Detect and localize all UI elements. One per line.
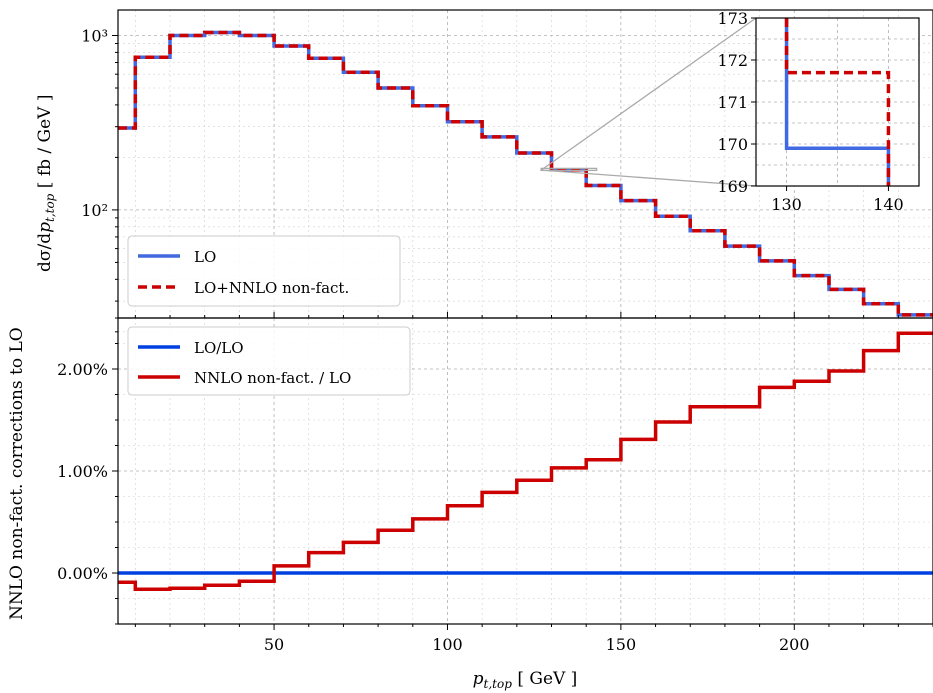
inset-lo-line [784,18,891,186]
x-tick-label: 50 [264,635,284,654]
x-tick-label: 100 [432,635,463,654]
top-legend: LO LO+NNLO non-fact. [127,235,401,307]
top-panel: 10³ 10² 130 140 173 172 171 170 169 LO LO+NNLO … [35,9,933,333]
bottom-series [118,331,933,592]
legend-label-lo-lo: LO/LO [194,339,244,357]
top-y-axis-label: dσ/dpt,top [ fb / GeV ] [35,95,57,272]
inset-y-tick-label: 172 [717,51,748,70]
bottom-y-tick-label: 1.00% [57,462,108,481]
inset-y-tick-label: 169 [717,177,748,196]
inset-lo-nnlo-line [784,18,891,186]
inset-connector-line [540,17,757,171]
x-tick-label: 200 [779,635,810,654]
inset-x-tick-label: 140 [873,195,904,214]
top-ticks: 10³ 10² [81,26,933,333]
inset-y-tick-label: 171 [717,93,748,112]
bottom-y-tick-label: 2.00% [57,360,108,379]
inset-series [784,18,891,186]
top-y-tick-label: 10³ [81,26,108,45]
legend-label-lo-nnlo: LO+NNLO non-fact. [194,279,349,297]
inset-zoom: 130 140 173 172 171 170 169 [717,9,920,214]
bottom-legend-box [127,326,411,396]
bottom-legend: LO/LO NNLO non-fact. / LO [127,326,411,396]
inset-y-tick-label: 170 [717,135,748,154]
legend-label-nnlo-ratio: NNLO non-fact. / LO [194,369,351,387]
bottom-y-tick-label: 0.00% [57,564,108,583]
inset-x-tick-label: 130 [771,195,802,214]
inset-ticks: 130 140 173 172 171 170 169 [717,9,903,214]
x-axis-label: pt,top [ GeV ] [473,669,578,691]
series-lo-nnlo-line [118,30,933,317]
series-nnlo-ratio-line [118,331,933,592]
top-legend-box [127,235,401,307]
inset-connector-line [541,169,757,187]
inset-y-tick-label: 173 [717,9,748,28]
x-tick-label: 150 [606,635,637,654]
top-series [118,30,933,317]
bottom-ticks: 50 100 150 200 0.00% 1.00% 2.00% [57,317,933,654]
bottom-panel: 50 100 150 200 0.00% 1.00% 2.00% LO/LO NNLO no… [7,317,933,691]
bottom-y-axis-label: NNLO non-fact. corrections to LO [7,327,27,620]
top-y-tick-label: 10² [81,201,108,220]
inset-connectors [540,17,757,187]
legend-label-lo: LO [194,248,216,266]
